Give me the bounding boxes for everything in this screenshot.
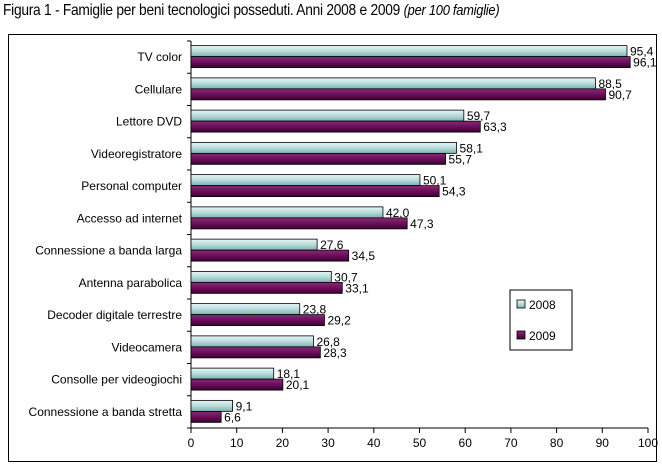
- bar-2008: [190, 238, 318, 251]
- data-label: 18,1: [277, 367, 301, 381]
- category-label: Connessione a banda larga: [35, 244, 182, 258]
- bar-2009: [190, 185, 440, 198]
- bar-2009: [190, 152, 446, 165]
- bar-2009: [190, 56, 631, 69]
- x-tick-label: 50: [413, 436, 427, 450]
- bar-2009: [190, 346, 321, 359]
- data-label: 9,1: [236, 399, 253, 413]
- data-label: 59,7: [467, 109, 491, 123]
- category-label: TV color: [137, 50, 182, 64]
- x-tick-label: 10: [230, 436, 244, 450]
- bar-2009: [190, 410, 222, 423]
- bar-2009: [190, 88, 606, 101]
- data-label: 96,1: [633, 56, 657, 70]
- category-label: Lettore DVD: [116, 115, 182, 129]
- bar-2008: [190, 367, 275, 380]
- data-label: 26,8: [316, 335, 340, 349]
- x-tick-label: 20: [276, 436, 290, 450]
- data-label: 23,8: [303, 303, 327, 317]
- bar-2009: [190, 314, 325, 327]
- data-label: 42,0: [386, 206, 410, 220]
- data-label: 28,3: [323, 346, 347, 360]
- bar-2008: [190, 141, 457, 154]
- bar-2008: [190, 335, 314, 348]
- data-label: 34,5: [352, 249, 376, 263]
- x-tick-label: 80: [550, 436, 564, 450]
- data-label: 58,1: [460, 141, 484, 155]
- chart-title: Figura 1 - Famiglie per beni tecnologici…: [3, 2, 500, 19]
- data-label: 63,3: [483, 120, 507, 134]
- bar-2009: [190, 249, 350, 262]
- bar-2009: [190, 217, 408, 230]
- data-label: 55,7: [449, 152, 473, 166]
- bar-2008: [190, 77, 596, 90]
- x-tick-label: 30: [321, 436, 335, 450]
- category-label: Decoder digitale terrestre: [47, 308, 182, 322]
- legend-swatch-2009: [516, 330, 526, 340]
- category-label: Accesso ad internet: [77, 211, 183, 225]
- legend-label: 2009: [529, 329, 556, 343]
- data-label: 95,4: [630, 45, 654, 59]
- data-label: 20,1: [286, 378, 310, 392]
- x-tick-label: 0: [188, 436, 195, 450]
- bar-2009: [190, 378, 284, 391]
- data-label: 27,6: [320, 238, 344, 252]
- data-label: 33,1: [345, 281, 369, 295]
- data-label: 30,7: [334, 270, 358, 284]
- bar-2009: [190, 281, 343, 294]
- data-label: 6,6: [224, 410, 241, 424]
- bar-2008: [190, 109, 465, 122]
- data-label: 54,3: [442, 185, 466, 199]
- legend-swatch-2008: [516, 299, 526, 309]
- category-label: Cellulare: [135, 82, 183, 96]
- category-label: Videocamera: [112, 340, 183, 354]
- category-label: Personal computer: [81, 179, 182, 193]
- bar-2008: [190, 270, 332, 283]
- data-label: 47,3: [410, 217, 434, 231]
- category-label: Antenna parabolica: [79, 276, 183, 290]
- category-label: Videoregistratore: [91, 147, 182, 161]
- category-label: Connessione a banda stretta: [29, 405, 183, 419]
- data-label: 90,7: [608, 88, 632, 102]
- bar-2009: [190, 120, 481, 133]
- data-label: 29,2: [327, 314, 351, 328]
- bar-2008: [190, 174, 421, 187]
- bar-2008: [190, 45, 628, 58]
- chart-frame: [8, 34, 657, 462]
- x-tick-label: 100: [638, 436, 658, 450]
- x-tick-label: 70: [504, 436, 518, 450]
- x-tick-label: 60: [459, 436, 473, 450]
- bar-2008: [190, 303, 301, 316]
- x-tick-label: 40: [367, 436, 381, 450]
- data-label: 88,5: [598, 77, 622, 91]
- x-tick-label: 90: [596, 436, 610, 450]
- legend-label: 2008: [529, 298, 556, 312]
- data-label: 50,1: [423, 174, 447, 188]
- category-label: Consolle per videogiochi: [51, 373, 182, 387]
- bar-2008: [190, 206, 384, 219]
